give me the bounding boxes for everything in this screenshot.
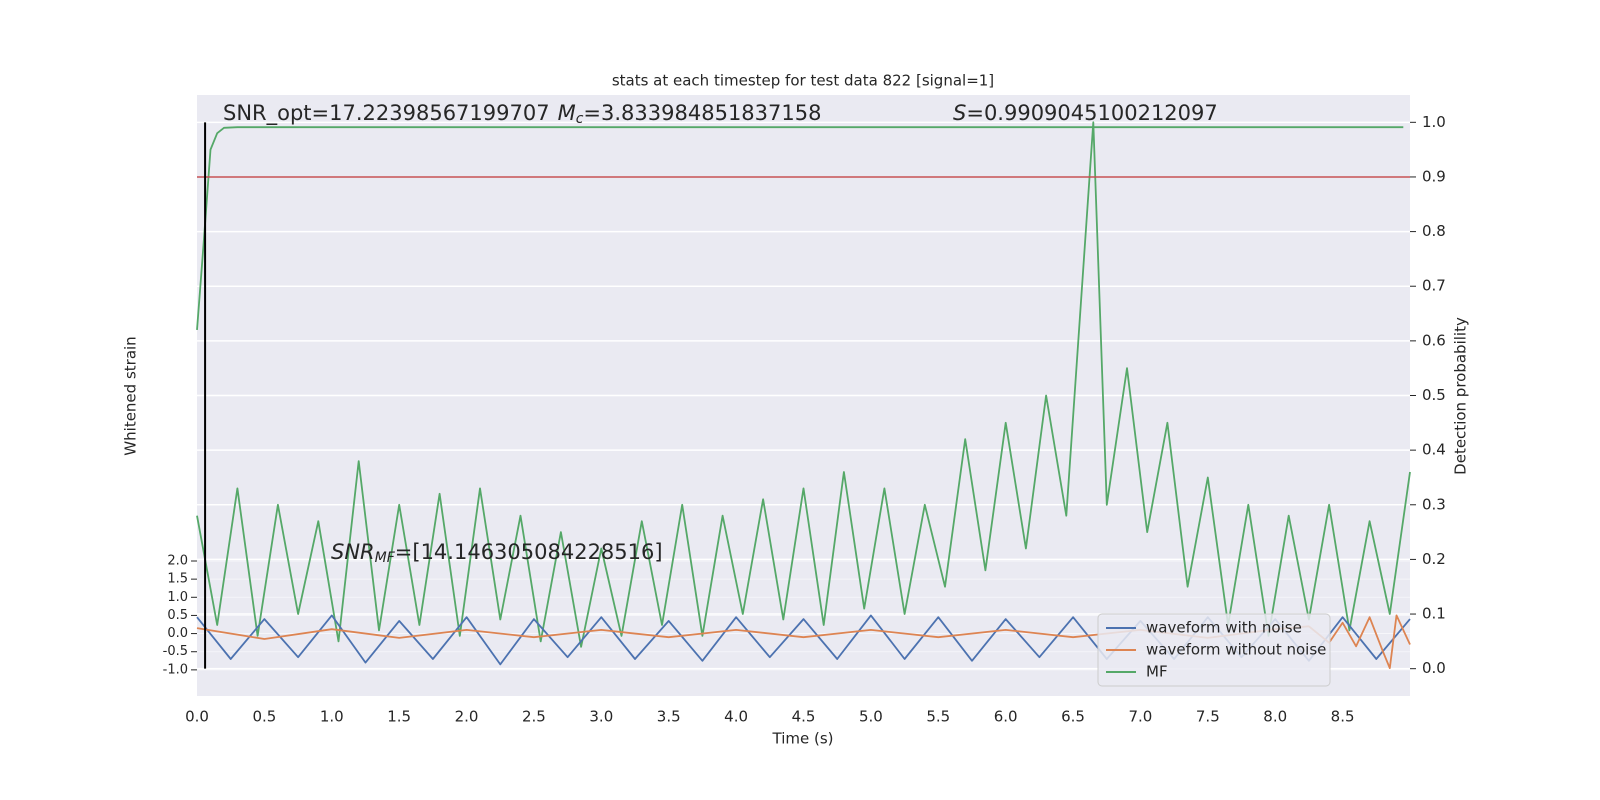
annotation-text: SNR_opt=17.22398567199707 [223, 101, 550, 126]
y-tick-label: 0.5 [167, 608, 188, 623]
y-tick-label: 2.0 [167, 553, 188, 568]
x-axis-label: Time (s) [772, 730, 834, 748]
y-tick-label: -1.0 [163, 662, 188, 677]
x-tick-label: 0.5 [252, 708, 276, 726]
annotation-sub: c [576, 111, 584, 127]
x-tick-label: 8.0 [1263, 708, 1287, 726]
annotation-text: =[14.146305084228516] [395, 540, 663, 564]
annotation: SNR_opt=17.22398567199707 Mc=3.8339848518… [223, 101, 821, 127]
annotation: SNRMF=[14.146305084228516] [331, 540, 663, 566]
annotation-symbol: S [953, 101, 966, 125]
y-tick-label: 1.5 [167, 572, 188, 587]
x-tick-label: 6.5 [1061, 708, 1085, 726]
legend-label: waveform with noise [1146, 619, 1302, 637]
y2-tick-label: 1.0 [1422, 113, 1446, 131]
y2-tick-label: 0.0 [1422, 659, 1446, 677]
annotation-text: =3.833984851837158 [583, 101, 821, 125]
y2-tick-label: 0.9 [1422, 167, 1446, 185]
y-tick-label: 0.0 [167, 626, 188, 641]
y2-axis-label: Detection probability [1452, 317, 1470, 475]
x-tick-label: 5.5 [926, 708, 950, 726]
x-tick-label: 1.5 [387, 708, 411, 726]
x-tick-label: 5.0 [859, 708, 883, 726]
y2-tick-label: 0.6 [1422, 331, 1446, 349]
x-tick-label: 3.5 [657, 708, 681, 726]
x-tick-label: 8.5 [1331, 708, 1355, 726]
labels: 0.0 0.5 1.0 1.5 2.0 2.5 3.0 3.5 4.0 4.5 5.0 5.5 6.0 6… [163, 113, 1446, 726]
y2-tick-label: 0.7 [1422, 277, 1446, 295]
x-tick-label: 4.0 [724, 708, 748, 726]
x-tick-label: 7.5 [1196, 708, 1220, 726]
y2-tick-label: 0.4 [1422, 441, 1446, 459]
y2-tick-label: 0.1 [1422, 605, 1446, 623]
y-tick-label: -0.5 [163, 644, 188, 659]
legend-label: waveform without noise [1146, 641, 1326, 659]
y2-tick-label: 0.8 [1422, 222, 1446, 240]
annotation-symbol: M [558, 101, 576, 125]
y-axis-label: Whitened strain [122, 336, 140, 455]
annotation: S=0.9909045100212097 [953, 101, 1218, 125]
x-tick-label: 1.0 [320, 708, 344, 726]
series-line [196, 614, 1411, 669]
legend-box [1097, 613, 1331, 687]
chart-title: stats at each timestep for test data 822… [612, 72, 994, 90]
y2-tick-label: 0.2 [1422, 550, 1446, 568]
x-tick-label: 2.5 [522, 708, 546, 726]
x-tick-label: 6.0 [994, 708, 1018, 726]
x-tick-label: 3.0 [589, 708, 613, 726]
annotation-symbol: SNR [331, 540, 375, 564]
y-tick-label: 1.0 [167, 590, 188, 605]
x-tick-label: 7.0 [1129, 708, 1153, 726]
series-line [196, 121, 1411, 648]
x-tick-label: 2.0 [455, 708, 479, 726]
x-tick-label: 4.5 [792, 708, 816, 726]
annotation-text: =0.9909045100212097 [966, 101, 1217, 125]
y2-tick-label: 0.3 [1422, 495, 1446, 513]
legend-label: MF [1146, 663, 1168, 681]
y2-tick-label: 0.5 [1422, 386, 1446, 404]
legend: waveform with noise waveform without nois… [1097, 613, 1331, 687]
x-tick-label: 0.0 [185, 708, 209, 726]
annotation-sub: MF [375, 550, 396, 566]
